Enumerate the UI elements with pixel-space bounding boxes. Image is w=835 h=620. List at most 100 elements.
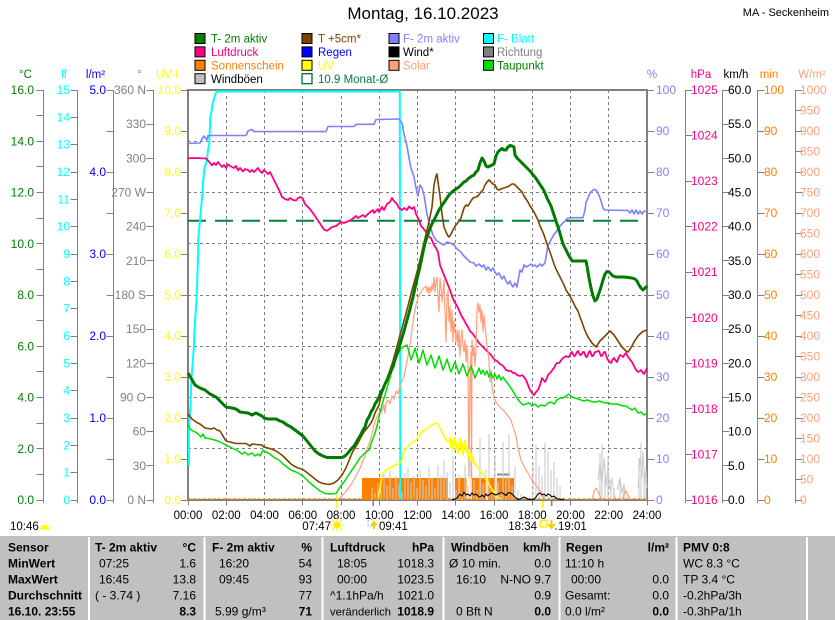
svg-text:MaxWert: MaxWert: [8, 573, 58, 587]
svg-text:13.8: 13.8: [173, 573, 197, 587]
svg-text:70: 70: [656, 206, 670, 220]
svg-text:06:00: 06:00: [288, 510, 317, 522]
svg-text:Windböen: Windböen: [211, 74, 263, 86]
svg-text:120: 120: [126, 356, 146, 370]
svg-text:Taupunkt: Taupunkt: [497, 61, 544, 73]
svg-text:50.0: 50.0: [728, 151, 752, 165]
svg-text:00:00: 00:00: [571, 573, 601, 587]
svg-text:1018.9: 1018.9: [397, 605, 434, 619]
svg-text:8: 8: [63, 274, 70, 288]
svg-text:10:00: 10:00: [365, 510, 394, 522]
svg-text:4.0: 4.0: [164, 329, 181, 343]
svg-text:0.0: 0.0: [534, 605, 551, 619]
svg-text:UV: UV: [318, 61, 334, 73]
svg-text:04:00: 04:00: [250, 510, 279, 522]
svg-text:1019: 1019: [691, 356, 718, 370]
svg-text:210: 210: [126, 254, 146, 268]
svg-text:90: 90: [656, 124, 670, 138]
svg-text:0.0: 0.0: [164, 493, 181, 507]
svg-text:1022: 1022: [691, 220, 718, 234]
svg-text:16.0: 16.0: [11, 83, 35, 97]
svg-text:-0.2hPa/3h: -0.2hPa/3h: [683, 589, 742, 603]
svg-text:20: 20: [656, 411, 670, 425]
svg-text:-0.3hPa/1h: -0.3hPa/1h: [683, 605, 742, 619]
svg-text:0.0: 0.0: [652, 573, 669, 587]
svg-text:14: 14: [57, 110, 71, 124]
svg-text:70: 70: [764, 206, 778, 220]
svg-text:1018.3: 1018.3: [397, 557, 434, 571]
svg-text:PMV 0:8: PMV 0:8: [683, 541, 730, 555]
svg-text:12:00: 12:00: [403, 510, 432, 522]
svg-text:60.0: 60.0: [728, 83, 752, 97]
svg-text:5.0: 5.0: [164, 288, 181, 302]
svg-text:71: 71: [299, 605, 313, 619]
svg-text:500: 500: [800, 288, 820, 302]
svg-text:3: 3: [63, 411, 70, 425]
svg-text:700: 700: [800, 206, 820, 220]
svg-text:^1.1hPa/h: ^1.1hPa/h: [330, 589, 384, 603]
svg-text:5: 5: [63, 356, 70, 370]
svg-text:270 W: 270 W: [111, 186, 146, 200]
svg-text:600: 600: [800, 247, 820, 261]
svg-text:1: 1: [63, 466, 70, 480]
svg-text:Luftdruck: Luftdruck: [211, 47, 259, 59]
svg-text:00:00: 00:00: [174, 510, 203, 522]
svg-text:UV-I: UV-I: [156, 69, 178, 81]
svg-text:N-NO 9.7: N-NO 9.7: [500, 573, 551, 587]
svg-text:0.0: 0.0: [652, 589, 669, 603]
svg-text:54: 54: [299, 557, 313, 571]
svg-text:l/m²: l/m²: [648, 541, 669, 555]
svg-text:0 N: 0 N: [127, 493, 146, 507]
svg-text:10.0: 10.0: [11, 237, 35, 251]
svg-text:9.0: 9.0: [164, 124, 181, 138]
svg-text:hPa: hPa: [691, 69, 712, 81]
svg-text:12: 12: [57, 165, 71, 179]
svg-text:veränderlich: veränderlich: [330, 607, 391, 619]
svg-text:25.0: 25.0: [728, 322, 752, 336]
svg-text:60: 60: [764, 247, 778, 261]
svg-text:350: 350: [800, 350, 820, 364]
svg-text:360 N: 360 N: [114, 83, 146, 97]
svg-text:7.16: 7.16: [173, 589, 197, 603]
svg-text:30.0: 30.0: [728, 288, 752, 302]
svg-text:W/m²: W/m²: [798, 69, 826, 81]
svg-text:07:47: 07:47: [302, 521, 331, 533]
svg-text:hPa: hPa: [412, 541, 434, 555]
svg-text:16:00: 16:00: [480, 510, 509, 522]
svg-text:( - 3.74 ): ( - 3.74 ): [95, 589, 140, 603]
svg-text:02:00: 02:00: [212, 510, 241, 522]
svg-text:Richtung: Richtung: [497, 47, 542, 59]
svg-text:10:46: 10:46: [10, 521, 39, 533]
svg-text:T- 2m aktiv: T- 2m aktiv: [211, 34, 267, 46]
svg-text:0: 0: [656, 493, 663, 507]
svg-text:650: 650: [800, 227, 820, 241]
svg-text:0: 0: [764, 493, 771, 507]
svg-text:WC 8.3 °C: WC 8.3 °C: [683, 557, 740, 571]
svg-text:T- 2m aktiv: T- 2m aktiv: [95, 541, 157, 555]
svg-text:150: 150: [126, 322, 146, 336]
svg-text:5.0: 5.0: [89, 83, 106, 97]
svg-text:MinWert: MinWert: [8, 557, 55, 571]
svg-text:16:10: 16:10: [456, 573, 486, 587]
svg-text:0.0: 0.0: [534, 557, 551, 571]
svg-text:11:10 h: 11:10 h: [565, 557, 604, 571]
svg-text:km/h: km/h: [724, 69, 749, 81]
svg-text:100: 100: [800, 452, 820, 466]
svg-text:1024: 1024: [691, 129, 718, 143]
svg-text:9: 9: [63, 247, 70, 261]
svg-text:Solar: Solar: [403, 61, 430, 73]
svg-text:80: 80: [656, 165, 670, 179]
svg-text:15.0: 15.0: [728, 391, 752, 405]
svg-text:6.0: 6.0: [164, 247, 181, 261]
svg-text:90: 90: [764, 124, 778, 138]
svg-text:10.0: 10.0: [728, 425, 752, 439]
svg-text:16.10. 23:55: 16.10. 23:55: [8, 605, 76, 619]
svg-text:240: 240: [126, 220, 146, 234]
svg-text:MA - Seckenheim: MA - Seckenheim: [743, 7, 829, 19]
svg-text:10: 10: [764, 452, 778, 466]
svg-text:40.0: 40.0: [728, 220, 752, 234]
svg-text:0.0 l/m²: 0.0 l/m²: [565, 605, 605, 619]
svg-text:10.0: 10.0: [158, 83, 182, 97]
svg-text:0.0: 0.0: [89, 493, 106, 507]
svg-text:18:05: 18:05: [337, 557, 367, 571]
